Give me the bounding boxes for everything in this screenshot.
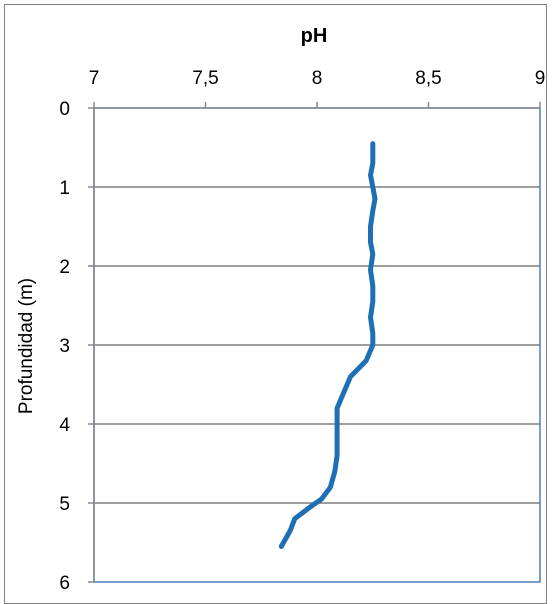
y-tick-label: 6	[59, 573, 70, 592]
x-tick-label: 8	[312, 68, 323, 89]
data-point	[280, 545, 282, 547]
y-tick-label: 1	[59, 178, 70, 199]
data-point	[289, 530, 291, 532]
x-axis: 7 7,5 8 8,5 9	[89, 68, 546, 109]
x-tick-label: 7,5	[192, 68, 218, 89]
gridlines	[94, 186, 540, 504]
x-tick-label: 8,5	[415, 68, 441, 89]
data-point	[370, 316, 372, 318]
data-point	[329, 486, 331, 488]
data-point	[372, 210, 374, 212]
data-point	[349, 376, 351, 378]
data-point	[334, 470, 336, 472]
x-tick-label: 9	[535, 68, 546, 89]
y-tick-label: 0	[59, 99, 70, 120]
x-tick-label: 7	[89, 68, 100, 89]
data-point	[372, 344, 374, 346]
y-tick-label: 3	[59, 336, 70, 357]
data-point	[370, 269, 372, 271]
y-tick-label: 5	[59, 494, 70, 515]
data-point	[372, 253, 374, 255]
data-point	[370, 226, 372, 227]
data-point	[372, 162, 374, 164]
series-points	[280, 143, 376, 547]
data-point	[294, 518, 296, 520]
data-point	[320, 498, 322, 500]
data-point	[336, 455, 338, 457]
data-point	[372, 301, 374, 303]
y-axis: 0 1 2 3 4 5 6	[59, 99, 95, 592]
data-point	[309, 506, 311, 508]
data-point	[336, 431, 338, 433]
data-point	[370, 241, 372, 243]
chart-title: pH	[301, 25, 328, 47]
data-point	[372, 186, 374, 188]
y-axis-title: Profundidad (m)	[16, 278, 37, 414]
data-point	[343, 391, 345, 393]
series-line	[278, 141, 378, 549]
data-point	[374, 198, 376, 200]
data-point	[336, 407, 338, 409]
data-point	[372, 285, 374, 287]
data-point	[372, 332, 374, 334]
y-tick-label: 2	[59, 257, 70, 278]
data-point	[365, 360, 367, 362]
y-tick-label: 4	[59, 415, 70, 436]
data-point	[372, 143, 374, 145]
data-point	[370, 174, 372, 176]
